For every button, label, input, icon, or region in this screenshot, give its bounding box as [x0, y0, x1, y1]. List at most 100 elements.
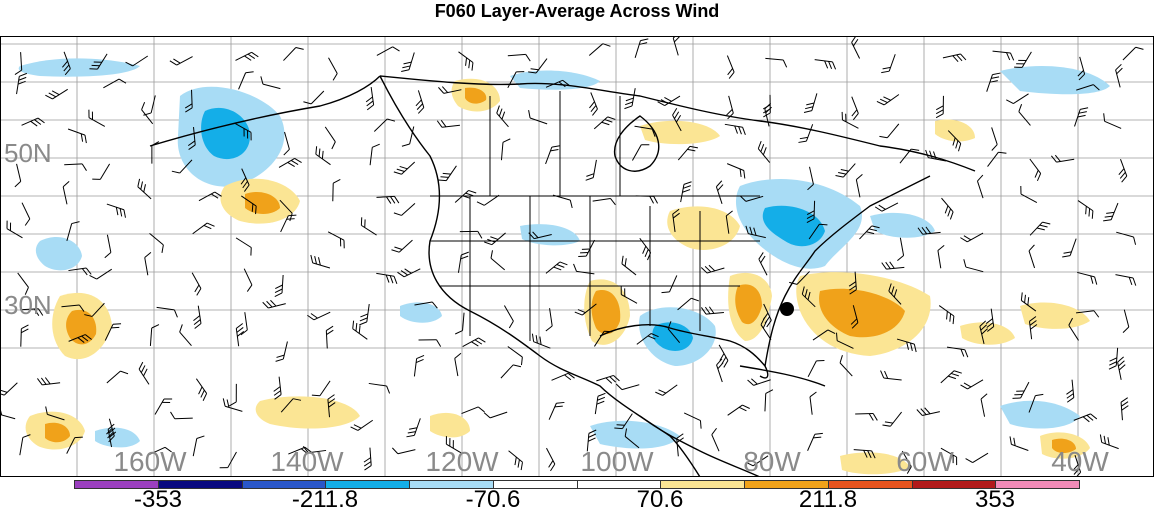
- lat-label-30n: 30N: [4, 290, 52, 321]
- wind-barb: [283, 45, 303, 66]
- wind-barb: [724, 164, 747, 179]
- wind-barb: [710, 428, 725, 451]
- wind-barb: [962, 259, 985, 271]
- wind-barb: [765, 389, 773, 411]
- wind-barb: [882, 260, 905, 269]
- wind-barb: [808, 431, 823, 454]
- color-legend-bar: [74, 480, 1080, 489]
- wind-barb: [4, 221, 26, 238]
- wind-barb: [191, 379, 209, 401]
- wind-barb: [763, 95, 770, 117]
- wind-barb: [455, 312, 464, 335]
- wind-barb: [1017, 186, 1040, 203]
- wind-barb: [279, 156, 302, 173]
- wind-barb: [375, 273, 398, 283]
- wind-barb: [139, 102, 158, 124]
- wind-barb: [681, 180, 692, 203]
- lon-label-120w: 120W: [425, 446, 498, 478]
- wind-barb: [721, 56, 736, 79]
- wind-barb: [412, 90, 425, 113]
- wind-barb: [303, 86, 323, 107]
- wind-barb: [199, 190, 222, 207]
- wind-barb: [1117, 357, 1128, 380]
- wind-barb: [724, 124, 747, 135]
- wind-barb: [86, 110, 109, 127]
- negative-region: [19, 58, 140, 76]
- wind-barb: [107, 368, 128, 388]
- lon-label-80w: 80W: [743, 446, 801, 478]
- lon-label-160w: 160W: [113, 446, 186, 478]
- wind-barb: [143, 94, 155, 117]
- wind-barb: [488, 250, 509, 270]
- wind-barb: [877, 89, 899, 107]
- wind-barb: [155, 396, 172, 419]
- wind-barb: [16, 203, 32, 226]
- wind-barb: [272, 377, 281, 400]
- wind-barb: [980, 394, 991, 417]
- legend-label-353: 353: [975, 486, 1015, 514]
- wind-barb: [655, 379, 677, 398]
- wind-barb: [322, 58, 339, 81]
- wind-barb: [504, 346, 526, 365]
- wind-barb: [221, 398, 244, 411]
- wind-barb: [1065, 380, 1074, 403]
- wind-barb: [850, 36, 866, 58]
- wind-barb: [333, 179, 341, 201]
- wind-barb: [438, 162, 456, 184]
- wind-barb: [307, 306, 330, 322]
- wind-barb: [992, 51, 1015, 60]
- wind-barb: [882, 408, 901, 430]
- legend-label-neg-70-6: -70.6: [466, 486, 521, 514]
- legend-label-70-6: 70.6: [637, 486, 684, 514]
- wind-barb: [358, 217, 380, 235]
- across-wind-shading: [19, 58, 1110, 474]
- wind-barb: [1024, 159, 1043, 181]
- wind-barb: [879, 119, 898, 140]
- wind-barb: [1062, 236, 1076, 259]
- wind-barb: [370, 143, 380, 166]
- negative-region: [36, 237, 82, 270]
- wind-barb: [530, 334, 553, 348]
- wind-barb: [988, 149, 1007, 171]
- wind-barb: [941, 368, 962, 388]
- wind-barb: [236, 323, 246, 346]
- wind-barb: [105, 204, 128, 218]
- wind-barb: [672, 36, 685, 55]
- wind-barb: [593, 198, 616, 208]
- wind-barb: [68, 267, 91, 277]
- wind-barb: [1016, 104, 1036, 125]
- wind-barb: [406, 416, 420, 439]
- wind-barb: [326, 326, 334, 348]
- legend-label-211-8: 211.8: [799, 486, 857, 514]
- wind-barb: [715, 181, 729, 204]
- wind-barb: [376, 196, 398, 204]
- wind-barb: [101, 235, 112, 258]
- wind-barb: [313, 146, 335, 164]
- wind-barb: [1075, 106, 1089, 129]
- wind-barb: [419, 340, 441, 347]
- wind-barb: [368, 383, 391, 393]
- wind-barb: [414, 355, 424, 378]
- wind-barb: [1013, 379, 1029, 402]
- wind-barb: [985, 127, 998, 150]
- wind-barb: [454, 52, 476, 71]
- wind-barb: [880, 371, 903, 380]
- negative-region: [1000, 66, 1110, 94]
- wind-barb: [460, 231, 482, 238]
- wind-barb: [312, 377, 330, 399]
- wind-barb: [1109, 347, 1118, 369]
- wind-barb: [1114, 159, 1128, 182]
- wind-barb: [636, 196, 658, 203]
- wind-barb: [156, 307, 179, 317]
- wind-barb: [498, 305, 515, 328]
- wind-barb: [943, 53, 966, 65]
- wind-barb: [186, 273, 203, 296]
- lon-label-40w: 40W: [1051, 446, 1109, 478]
- wind-barb: [586, 159, 597, 182]
- wind-barb: [1051, 152, 1074, 162]
- wind-barb: [363, 448, 372, 470]
- wind-barb: [17, 72, 27, 95]
- positive-region: [430, 413, 470, 438]
- wind-barb: [960, 227, 983, 244]
- wind-barb: [1114, 275, 1137, 286]
